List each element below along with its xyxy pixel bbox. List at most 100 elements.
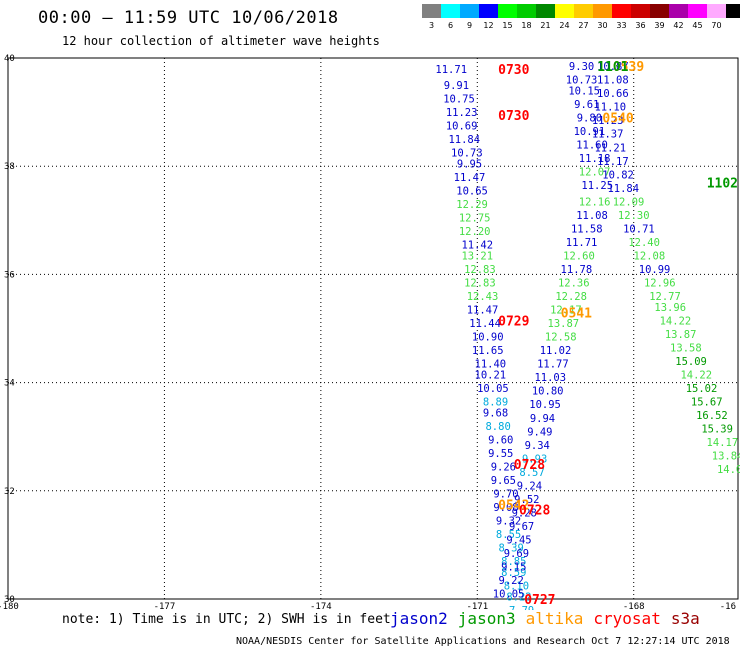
y-tick-label: 40: [4, 54, 15, 64]
legend-item: altika: [525, 609, 584, 628]
color-scale-swatch: [688, 4, 707, 18]
x-tick-label: -174: [310, 602, 332, 610]
wave-height-value: 12.28: [555, 291, 587, 303]
wave-height-value: 11.58: [571, 223, 603, 235]
wave-height-value: 13.87: [665, 329, 697, 341]
wave-height-value: 11.37: [592, 129, 624, 141]
y-tick-label: 38: [4, 162, 15, 172]
wave-height-value: 7.79: [509, 605, 534, 610]
color-scale-swatch: [631, 4, 650, 18]
wave-height-value: 11.71: [435, 64, 467, 76]
wave-height-value: 10.66: [597, 88, 629, 100]
wave-height-value: 11.02: [540, 345, 572, 357]
wave-height-value: 11.47: [467, 305, 499, 317]
wave-height-value: 8.39: [499, 543, 524, 555]
wave-height-value: 10.05: [477, 383, 509, 395]
wave-height-value: 8.89: [483, 397, 508, 409]
color-scale-swatch: [441, 4, 460, 18]
wave-height-value: 9.91: [444, 80, 469, 92]
pass-time-label: 0539: [613, 60, 644, 75]
wave-height-value: 9.15: [501, 562, 526, 574]
color-scale-swatch: [517, 4, 536, 18]
wave-height-value: 11.40: [475, 359, 507, 371]
grid-lines: [8, 58, 738, 599]
wave-height-value: 10.87: [597, 61, 629, 73]
wave-height-value: 9.28: [512, 507, 537, 519]
wave-height-value: 13.87: [548, 318, 580, 330]
wave-height-value: 11.60: [576, 140, 608, 152]
pass-time-label: 0730: [498, 63, 529, 78]
wave-height-value: 12.17: [550, 305, 582, 317]
wave-height-value: 11.25: [581, 180, 613, 192]
color-scale-swatch: [422, 4, 441, 18]
wave-height-value: 11.18: [579, 153, 611, 165]
wave-height-value: 8.59: [501, 567, 526, 579]
wave-height-value: 10.80: [532, 386, 564, 398]
color-scale-label: 39: [654, 21, 665, 30]
wave-height-value: 12.58: [545, 332, 577, 344]
wave-height-value: 9.93: [522, 453, 547, 465]
wave-height-value: 8.22: [506, 591, 531, 603]
wave-height-value: 13.58: [670, 342, 702, 354]
wave-height-value: 11.47: [454, 172, 486, 184]
color-scale-swatch: [726, 4, 740, 18]
color-scale-label: 9: [466, 21, 473, 30]
wave-height-value: 9.55: [488, 448, 513, 460]
color-scale-label: 24: [559, 21, 570, 30]
wave-height-value: 12.30: [618, 210, 650, 222]
color-scale-swatch: [669, 4, 688, 18]
color-scale-label: 3: [428, 21, 435, 30]
wave-height-value: 11.10: [594, 102, 626, 114]
legend-item: jason3: [457, 609, 516, 628]
legend: jason2 jason3 altika cryosat s3a: [390, 609, 710, 628]
wave-height-value: 9.52: [514, 494, 539, 506]
wave-height-value: 9.32: [496, 516, 521, 528]
x-tick-label: -177: [154, 602, 176, 610]
credit-line: NOAA/NESDIS Center for Satellite Applica…: [236, 636, 730, 647]
color-scale-label: 18: [521, 21, 532, 30]
wave-height-value: 11.71: [566, 237, 598, 249]
wave-height-value: 10.95: [529, 399, 561, 411]
wave-height-value: 11.84: [448, 134, 480, 146]
wave-height-value: 8.85: [501, 556, 526, 568]
wave-height-value: 12.20: [459, 226, 491, 238]
color-scale-swatch: [574, 4, 593, 18]
pass-time-label: 0729: [498, 314, 529, 329]
wave-height-value: 10.15: [568, 85, 600, 97]
wave-height-value: 9.65: [491, 475, 516, 487]
wave-height-value: 9.26: [491, 461, 516, 473]
wave-height-value: 14.22: [660, 315, 692, 327]
footnote: note: 1) Time is in UTC; 2) SWH is in fe…: [62, 612, 391, 627]
wave-height-value: 9.45: [506, 534, 531, 546]
wave-height-value: 10.82: [602, 169, 634, 181]
wave-height-value: 10.65: [456, 186, 488, 198]
wave-height-value: 13.21: [461, 250, 493, 262]
plot-frame: [7, 57, 739, 600]
wave-height-value: 9.68: [483, 407, 508, 419]
y-tick-label: 34: [4, 379, 15, 389]
wave-height-value: 11.23: [446, 107, 478, 119]
wave-height-value: 10.73: [566, 75, 598, 87]
wave-height-value: 9.49: [527, 426, 552, 438]
legend-item: cryosat: [593, 609, 661, 628]
color-scale-label: 70: [711, 21, 722, 30]
color-scale-label: 36: [635, 21, 646, 30]
pass-time-label: 0730: [498, 109, 529, 124]
wave-height-value: 11.08: [576, 210, 608, 222]
wave-height-value: 9.69: [504, 548, 529, 560]
wave-height-value: 9.94: [530, 413, 555, 425]
wave-height-value: 12.40: [628, 237, 660, 249]
color-scale-label: 27: [578, 21, 589, 30]
color-scale-label: 33: [616, 21, 627, 30]
wave-height-value: 11.84: [607, 183, 639, 195]
y-tick-label: 32: [4, 487, 15, 497]
wave-height-value: 9.95: [457, 158, 482, 170]
wave-height-value: 10.75: [443, 94, 475, 106]
wave-height-value: 12.07: [579, 167, 611, 179]
wave-height-value: 9.34: [525, 440, 550, 452]
legend-item: jason2: [390, 609, 448, 628]
color-scale-label: 15: [502, 21, 513, 30]
color-scale-swatch: [498, 4, 517, 18]
wave-height-value: 15.02: [686, 383, 718, 395]
wave-height-value: 8.80: [485, 421, 510, 433]
